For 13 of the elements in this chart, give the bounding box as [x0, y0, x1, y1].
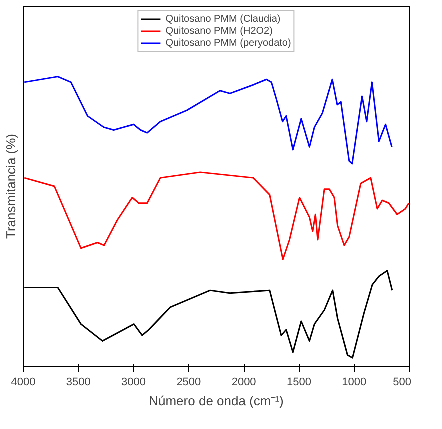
- x-tick-label: 1500: [286, 376, 312, 388]
- x-tick-label: 500: [393, 376, 412, 388]
- y-axis-title: Transmitancia (%): [4, 134, 18, 239]
- x-tick-label: 3000: [122, 376, 146, 388]
- x-tick-label: 1000: [342, 376, 367, 388]
- x-tick-label: 2000: [232, 376, 256, 388]
- x-tick-label: 3500: [66, 376, 91, 388]
- legend-label: Quitosano PMM (H2O2): [166, 25, 273, 37]
- x-tick-label: 4000: [11, 376, 36, 388]
- legend-label: Quitosano PMM (Claudia): [166, 13, 281, 25]
- legend-label: Quitosano PMM (peryodato): [166, 37, 292, 49]
- x-axis-title: Número de onda (cm⁻¹): [149, 394, 284, 408]
- x-tick-label: 2500: [176, 376, 202, 388]
